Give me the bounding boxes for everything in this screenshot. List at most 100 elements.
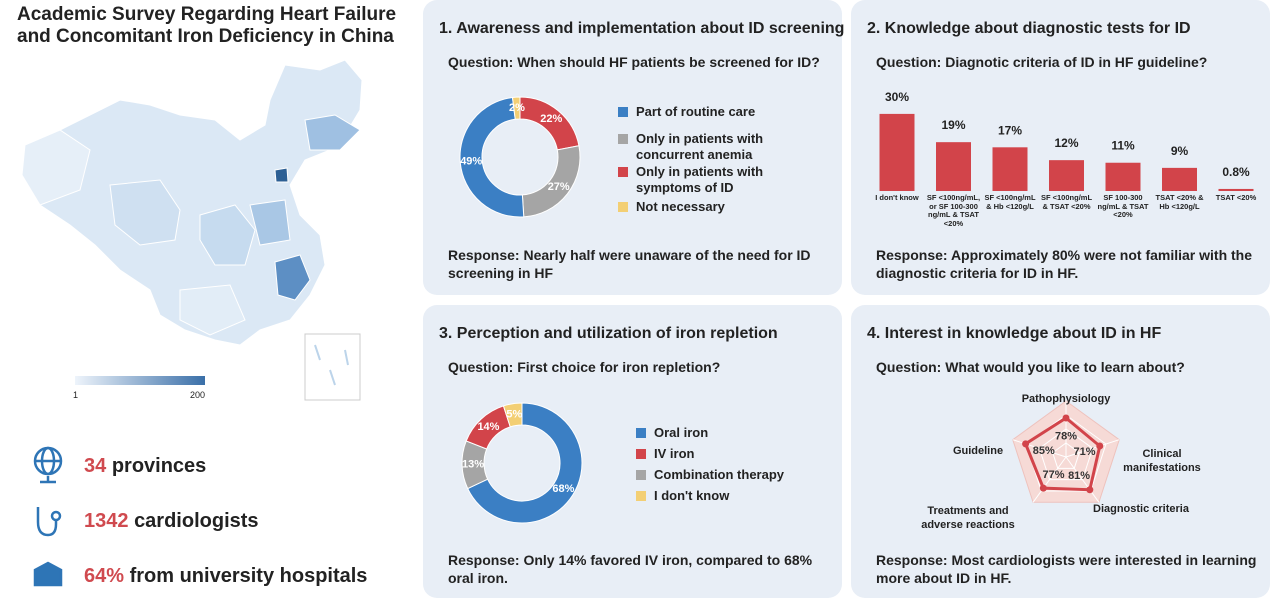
legend-swatch (636, 470, 646, 480)
value-label: 14% (477, 421, 499, 433)
legend-tick-label: 200 (190, 390, 206, 400)
legend-swatch (636, 491, 646, 501)
legend-label: Only in patients with concurrent anemia (636, 131, 764, 162)
legend-swatch (636, 428, 646, 438)
stat: 34 provinces (84, 454, 206, 479)
axis-label: Pathophysiology (1021, 393, 1111, 405)
china-map (21, 59, 363, 401)
value-label: 68% (552, 483, 574, 495)
stat-number: 34 (84, 455, 107, 477)
stat-text: from university hospitals (129, 565, 368, 587)
stat: 64% from university hospitals (84, 564, 367, 589)
legend-label: Only in patients with symptoms of ID (636, 164, 764, 195)
legend-tick-label: 1 (73, 390, 79, 400)
bar (1218, 188, 1254, 191)
icons (33, 446, 63, 587)
bar (1105, 162, 1141, 191)
panel-heading: 3. Perception and utilization of iron re… (439, 325, 778, 342)
radar-grid (1052, 442, 1080, 469)
radar-point (1022, 440, 1030, 448)
panel-question: Question: Diagnotic criteria of ID in HF… (876, 54, 1208, 70)
radar-axis (1032, 456, 1067, 503)
bar (992, 147, 1028, 191)
value-label: 5% (506, 409, 522, 421)
x-tick-label: SF 100-300 ng/mL & TSAT <20% (1097, 193, 1149, 220)
value-label: 0.8% (1222, 165, 1250, 179)
radar-point (1096, 442, 1104, 450)
value-label: 11% (1111, 139, 1135, 153)
panel-bg (851, 0, 1270, 295)
x-tick-label: SF <100ng/mL, or SF 100-300 ng/mL & TSAT… (926, 193, 981, 228)
donut-segment (502, 402, 523, 428)
stat-number: 1342 (84, 510, 129, 532)
value-label: 22% (540, 113, 562, 125)
legend-swatch (618, 167, 628, 177)
panel-heading: 2. Knowledge about diagnostic tests for … (867, 20, 1191, 37)
axis-label: Guideline (952, 445, 1004, 457)
panel-response: Response: Approximately 80% were not fam… (876, 247, 1253, 281)
bar (1162, 167, 1197, 191)
panel-bg (423, 0, 842, 295)
radar-axis (1065, 439, 1120, 458)
panel-bg (423, 305, 842, 598)
value-label: 30% (885, 90, 909, 104)
panel-question: Question: When should HF patients be scr… (448, 54, 820, 70)
stat-text: provinces (111, 455, 207, 477)
axis-label: Treatments and adverse reactions (921, 505, 1015, 532)
donut-segment (467, 402, 583, 524)
value-label: 81% (1068, 470, 1090, 482)
legend-swatch (618, 134, 628, 144)
bar (1049, 160, 1084, 191)
x-tick-label: TSAT <20% & Hb <120g/L (1155, 193, 1204, 211)
value-label: 19% (941, 118, 965, 132)
value-label: 71% (1074, 446, 1096, 458)
x-tick-label: SF <100ng/mL & TSAT <20% (1040, 193, 1093, 211)
stat-text: cardiologists (134, 510, 259, 532)
legend-label: IV iron (654, 446, 695, 461)
legend-label: Not necessary (636, 199, 725, 214)
stat-number: 64% (84, 565, 125, 587)
bar (936, 142, 971, 191)
x-tick-label: TSAT <20% (1215, 193, 1257, 202)
panel-question: Question: What would you like to learn a… (876, 359, 1185, 375)
radar-point (1062, 414, 1070, 422)
stat: 1342 cardiologists (84, 509, 259, 534)
panel-response: Response: Most cardiologists were intere… (876, 552, 1257, 586)
legend-swatch (618, 202, 628, 212)
radar-point (1086, 486, 1094, 494)
radar-axis (1012, 439, 1067, 458)
legend-label: Part of routine care (636, 104, 756, 119)
panel-response: Response: Nearly half were unaware of th… (448, 247, 811, 281)
axis-label: Clinical manifestations (1123, 448, 1201, 475)
radar-point (1039, 484, 1047, 492)
axis-label: Diagnostic criteria (1093, 503, 1189, 515)
donut-segment (459, 96, 525, 218)
value-label: 17% (998, 123, 1022, 137)
legend-swatch (618, 107, 628, 117)
radar-area (1023, 416, 1102, 492)
legend-swatch (636, 449, 646, 459)
main-title: Academic Survey Regarding Heart Failure … (17, 4, 397, 47)
value-label: 77% (1043, 469, 1065, 481)
donut-segment (511, 96, 521, 120)
legend-label: Oral iron (654, 425, 709, 440)
value-label: 27% (548, 181, 570, 193)
x-tick-label: SF <100ng/mL & Hb <120g/L (984, 193, 1036, 211)
radar-grid (1038, 428, 1094, 481)
radar-axis (1065, 456, 1100, 503)
legend-label: I don't know (654, 488, 730, 503)
value-label: 9% (1171, 144, 1189, 158)
value-label: 13% (462, 458, 484, 470)
value-label: 12% (1054, 136, 1078, 150)
value-label: 78% (1055, 431, 1077, 443)
bar (879, 113, 915, 191)
panel-heading: 4. Interest in knowledge about ID in HF (867, 325, 1162, 342)
legend-label: Combination therapy (654, 467, 785, 482)
value-label: 85% (1033, 445, 1055, 457)
panel-response: Response: Only 14% favored IV iron, comp… (448, 552, 813, 586)
value-label: 49% (460, 156, 482, 168)
value-label: 2% (509, 102, 525, 114)
panel-heading: 1. Awareness and implementation about ID… (439, 20, 845, 37)
